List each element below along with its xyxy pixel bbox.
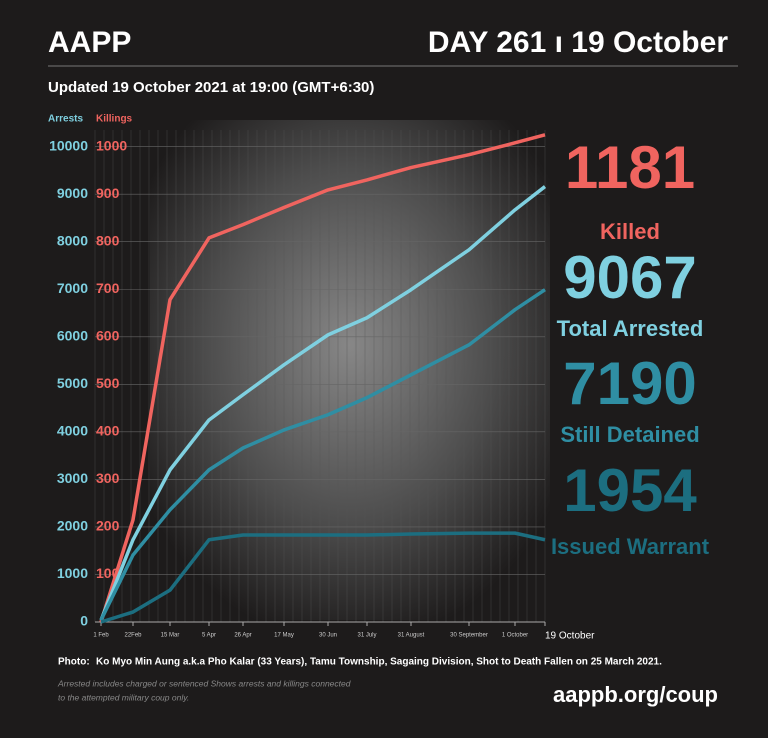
y2-tick-label: 1000 xyxy=(96,137,127,153)
updated: Updated 19 October 2021 at 19:00 (GMT+6:… xyxy=(48,79,374,96)
y2-tick-label: 500 xyxy=(96,375,120,391)
y-tick-label: 5000 xyxy=(57,375,88,391)
x-tick-label: 31 August xyxy=(398,633,425,639)
y-axis-label: Arrests xyxy=(48,114,83,125)
y-tick-label: 10000 xyxy=(49,137,88,153)
x-tick-label: 1 Feb xyxy=(93,633,109,639)
stat-label: Still Detained xyxy=(560,422,699,447)
y2-tick-label: 400 xyxy=(96,423,120,439)
stat-total: 1181 xyxy=(565,134,695,201)
y2-tick-label: 300 xyxy=(96,470,120,486)
stat-label: Killed xyxy=(600,219,660,244)
url: aappb.org/coup xyxy=(553,682,718,707)
x-tick-label: 31 July xyxy=(357,633,376,639)
stat-label: Issued Warrant xyxy=(551,534,710,559)
y2-tick-label: 600 xyxy=(96,327,120,343)
stat-label: Total Arrested xyxy=(557,316,704,341)
x-tick-label: 30 September xyxy=(450,633,488,639)
x-tick-label: 17 May xyxy=(274,633,294,639)
stat-total: 7190 xyxy=(563,350,696,417)
x-tick-label: 22Feb xyxy=(124,633,142,639)
y-tick-label: 2000 xyxy=(57,518,88,534)
x-tick-label: 1 October xyxy=(502,633,528,639)
photo-caption: Ko Myo Min Aung a.k.a Pho Kalar (33 Year… xyxy=(96,657,662,668)
y-tick-label: 6000 xyxy=(57,327,88,343)
y-tick-label: 3000 xyxy=(57,470,88,486)
y2-tick-label: 800 xyxy=(96,232,120,248)
y-tick-label: 0 xyxy=(80,613,88,629)
y2-axis-label: Killings xyxy=(96,114,133,125)
y-tick-label: 9000 xyxy=(57,185,88,201)
x-tick-label: 26 Apr xyxy=(234,633,251,639)
series-line xyxy=(99,288,546,621)
photo-label: Photo: xyxy=(58,657,90,668)
stat-total: 1954 xyxy=(563,457,697,524)
series-line xyxy=(100,531,546,624)
series-line xyxy=(99,185,547,621)
y-tick-label: 1000 xyxy=(57,565,88,581)
stat-total: 9067 xyxy=(563,244,696,311)
photo xyxy=(150,120,550,620)
x-tick-label: 15 Mar xyxy=(161,633,180,639)
y2-tick-label: 200 xyxy=(96,518,120,534)
x-tick-label: 19 October xyxy=(545,631,595,642)
day: DAY 261 ı 19 October xyxy=(428,26,728,59)
y-tick-label: 7000 xyxy=(57,280,88,296)
y2-tick-label: 700 xyxy=(96,280,120,296)
note: Arrested includes charged or sentenced S… xyxy=(57,678,351,688)
x-tick-label: 5 Apr xyxy=(202,633,216,639)
x-tick-label: 30 Jun xyxy=(319,633,337,639)
series-line xyxy=(99,133,546,623)
brand: AAPP xyxy=(48,26,131,59)
y2-tick-label: 900 xyxy=(96,185,120,201)
y-tick-label: 4000 xyxy=(57,423,88,439)
note: to the attempted military coup only. xyxy=(58,692,189,702)
y-tick-label: 8000 xyxy=(57,232,88,248)
